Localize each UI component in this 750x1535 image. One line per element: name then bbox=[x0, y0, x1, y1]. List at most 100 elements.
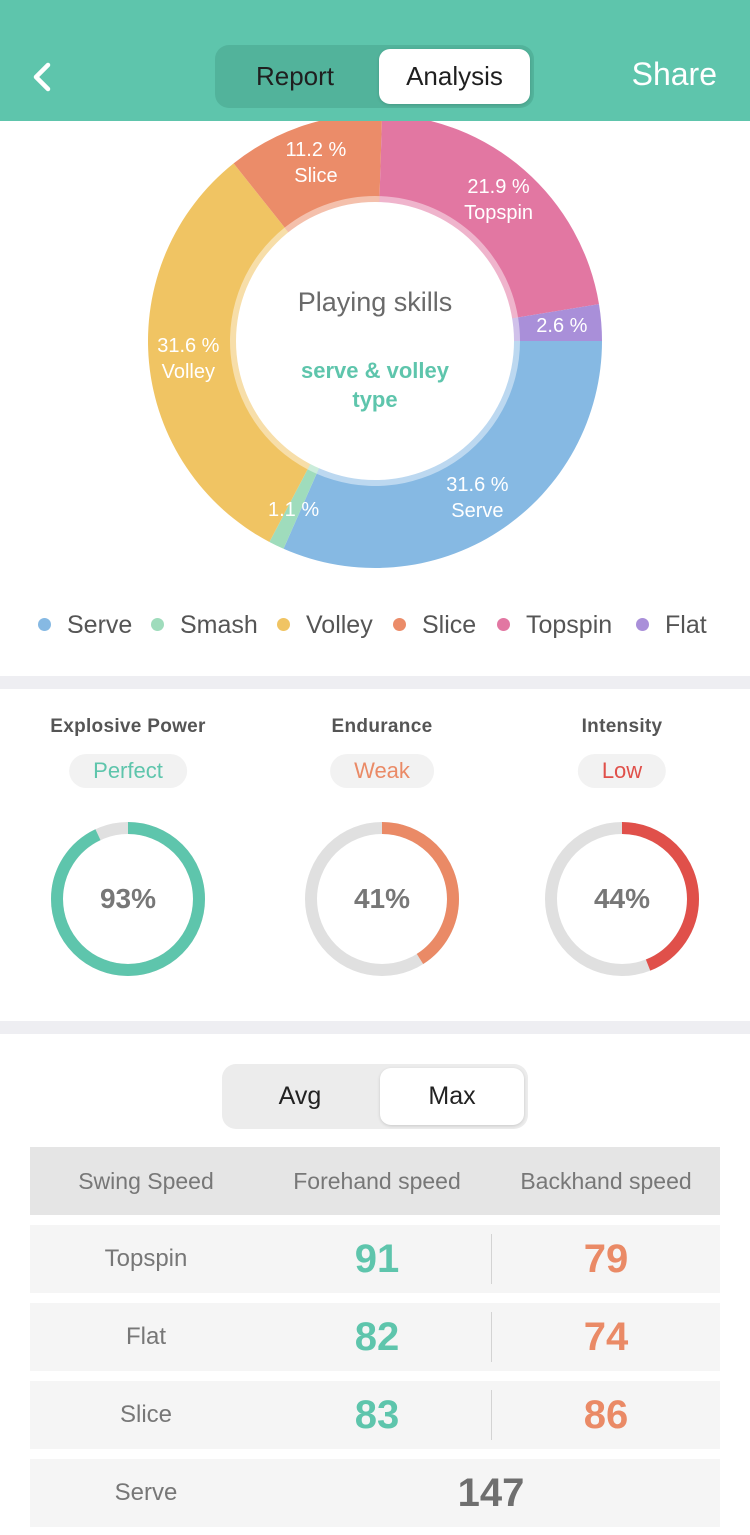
metric-value: 93% bbox=[99, 883, 157, 914]
slice-percent: 2.6 % bbox=[536, 314, 588, 337]
table-row-serve: Serve 147 bbox=[30, 1459, 720, 1527]
legend-dot-icon bbox=[277, 617, 290, 631]
donut-slice-rim bbox=[379, 196, 519, 319]
forehand-value: 91 bbox=[354, 1237, 400, 1281]
progress-ring-fill bbox=[545, 822, 699, 976]
row-label: Flat bbox=[125, 1323, 166, 1350]
chart-center-subtitle: serve & volley type bbox=[301, 358, 449, 412]
report-analysis-toggle: Report Analysis bbox=[215, 45, 534, 108]
backhand-value: 74 bbox=[583, 1315, 629, 1359]
progress-ring-svg bbox=[51, 822, 205, 976]
metric-title: Endurance bbox=[331, 716, 433, 737]
slice-percent: 21.9 % bbox=[467, 175, 530, 198]
legend-label: Slice bbox=[422, 611, 477, 639]
column-header-swing-speed: Swing Speed bbox=[78, 1168, 214, 1194]
chevron-left-icon bbox=[33, 62, 51, 92]
legend-item-slice: Slice bbox=[393, 605, 476, 645]
donut-slice-rim bbox=[230, 227, 312, 470]
table-row: Topspin 91 79 bbox=[30, 1225, 720, 1293]
legend-item-flat: Flat bbox=[636, 605, 707, 645]
section-divider bbox=[0, 1021, 750, 1034]
progress-ring bbox=[542, 819, 702, 979]
tab-report[interactable]: Report bbox=[255, 61, 335, 91]
metric-value: 44% bbox=[593, 883, 651, 914]
donut-slice-rim bbox=[316, 341, 520, 486]
playing-skills-chart: 31.6 % Serve 1.1 % 31.6 % Volley 11.2 % Slice 2… bbox=[0, 121, 750, 581]
column-separator bbox=[491, 1234, 492, 1284]
metric-value: 41% bbox=[353, 883, 411, 914]
section-divider bbox=[0, 676, 750, 689]
donut-slice-serve bbox=[283, 341, 602, 568]
slice-label-slice: 11.2 % Slice bbox=[286, 137, 347, 189]
progress-ring-svg bbox=[545, 822, 699, 976]
slice-label-serve: 31.6 % Serve bbox=[446, 472, 508, 524]
donut-center bbox=[240, 206, 510, 476]
slice-label-volley: 31.6 % Volley bbox=[157, 333, 219, 385]
legend-dot-icon bbox=[151, 617, 164, 631]
slice-percent: 1.1 % bbox=[267, 498, 320, 521]
backhand-value: 79 bbox=[583, 1237, 629, 1281]
metric-endurance: Endurance Weak 41% bbox=[262, 712, 502, 992]
metric-title: Explosive Power bbox=[50, 716, 206, 737]
donut-slice-volley bbox=[147, 163, 312, 542]
legend-label: Flat bbox=[665, 611, 707, 639]
slice-name: Topspin bbox=[464, 201, 534, 224]
slice-percent: 31.6 % bbox=[157, 334, 220, 357]
slice-label-flat: 2.6 % bbox=[536, 313, 587, 339]
forehand-value: 83 bbox=[354, 1393, 400, 1437]
share-button[interactable]: Share bbox=[631, 56, 717, 92]
row-label: Serve bbox=[114, 1479, 178, 1506]
progress-ring-fill bbox=[51, 822, 205, 976]
column-separator bbox=[491, 1390, 492, 1440]
metric-explosive-power: Explosive Power Perfect 93% bbox=[8, 712, 248, 992]
progress-ring-svg bbox=[305, 822, 459, 976]
donut-slice-flat bbox=[509, 304, 602, 341]
metric-badge: Low bbox=[577, 754, 667, 788]
progress-ring bbox=[302, 819, 462, 979]
slice-label-topspin: 21.9 % Topspin bbox=[464, 174, 533, 226]
legend-dot-icon bbox=[38, 617, 51, 631]
backhand-value: 86 bbox=[583, 1393, 629, 1437]
legend-dot-icon bbox=[497, 617, 510, 631]
serve-speed-value: 147 bbox=[457, 1471, 525, 1515]
legend-item-smash: Smash bbox=[151, 605, 258, 645]
slice-name: Serve bbox=[451, 500, 504, 523]
legend-label: Volley bbox=[306, 611, 373, 639]
back-button[interactable] bbox=[28, 58, 58, 96]
legend-item-volley: Volley bbox=[277, 605, 373, 645]
metric-badge: Perfect bbox=[69, 754, 187, 788]
slice-label-smash: 1.1 % bbox=[268, 497, 319, 523]
forehand-value: 82 bbox=[354, 1315, 400, 1359]
legend-item-serve: Serve bbox=[38, 605, 132, 645]
tab-analysis[interactable]: Analysis bbox=[379, 49, 530, 104]
legend-dot-icon bbox=[393, 617, 406, 631]
column-header-backhand: Backhand speed bbox=[520, 1168, 692, 1194]
metric-intensity: Intensity Low 44% bbox=[502, 712, 742, 992]
column-header-forehand: Forehand speed bbox=[293, 1168, 461, 1194]
row-label: Slice bbox=[119, 1401, 173, 1428]
metric-title: Intensity bbox=[581, 716, 663, 737]
legend-dot-icon bbox=[636, 617, 649, 631]
legend-item-topspin: Topspin bbox=[497, 605, 612, 645]
donut-chart-svg bbox=[147, 121, 602, 568]
table-row: Slice 83 86 bbox=[30, 1381, 720, 1449]
avg-max-toggle: Avg Max bbox=[222, 1064, 528, 1129]
legend-label: Serve bbox=[67, 611, 133, 639]
slice-percent: 31.6 % bbox=[446, 474, 509, 497]
donut-slice-topspin bbox=[379, 121, 599, 319]
column-separator bbox=[491, 1312, 492, 1362]
legend-label: Topspin bbox=[526, 611, 613, 639]
metric-badge: Weak bbox=[330, 754, 434, 788]
donut-slice-smash bbox=[269, 461, 321, 549]
tab-max[interactable]: Max bbox=[380, 1068, 524, 1125]
tab-avg[interactable]: Avg bbox=[278, 1082, 322, 1110]
table-header: Swing Speed Forehand speed Backhand spee… bbox=[30, 1147, 720, 1215]
slice-percent: 11.2 % bbox=[285, 139, 347, 162]
chart-center-title: Playing skills bbox=[297, 287, 453, 317]
progress-ring-fill bbox=[305, 822, 459, 976]
chart-legend: Serve Smash Volley Slice Topspin Flat bbox=[0, 605, 750, 645]
top-bar: Report Analysis Share bbox=[0, 0, 750, 121]
slice-name: Slice bbox=[294, 165, 338, 188]
table-row: Flat 82 74 bbox=[30, 1303, 720, 1371]
legend-label: Smash bbox=[180, 611, 258, 639]
